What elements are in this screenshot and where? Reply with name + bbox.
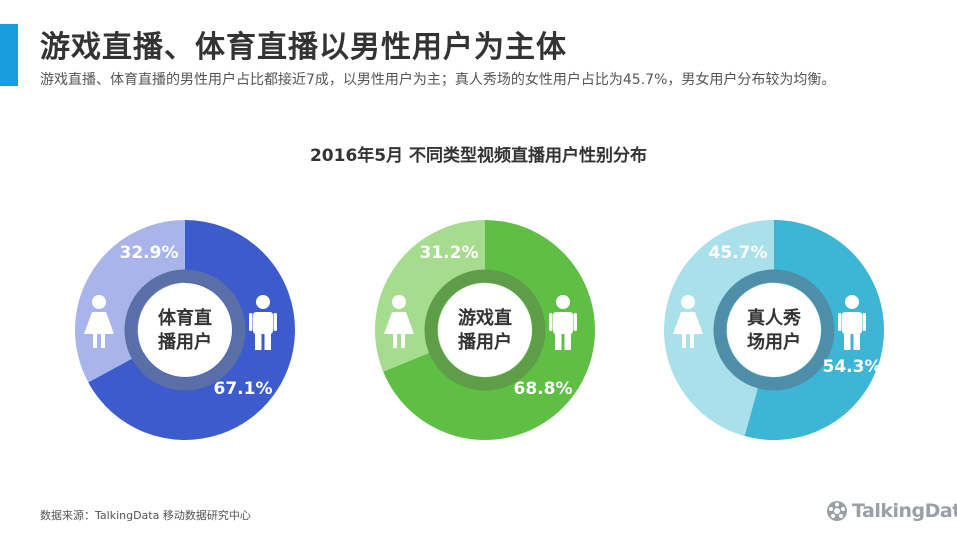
- female-dress: [673, 312, 703, 334]
- donut-center: [438, 283, 532, 377]
- male-leg: [844, 332, 851, 350]
- female-leg: [401, 334, 405, 348]
- male-leg: [555, 332, 562, 350]
- female-head: [392, 295, 406, 309]
- center-label: 真人秀: [747, 307, 801, 329]
- title-accent-bar: [0, 24, 18, 86]
- male-head: [256, 295, 270, 309]
- page-title: 游戏直播、体育直播以男性用户为主体: [40, 30, 567, 65]
- data-label-male: 54.3%: [823, 357, 882, 377]
- male-arm: [573, 313, 577, 331]
- center-label: 游戏直: [458, 307, 512, 329]
- center-label: 体育直: [158, 307, 212, 329]
- male-arm: [862, 313, 866, 331]
- male-head: [845, 295, 859, 309]
- male-body: [842, 312, 862, 334]
- donut-ring: [124, 269, 246, 391]
- logo-text: TalkingData: [852, 500, 957, 522]
- data-label-male: 68.8%: [514, 379, 573, 399]
- female-head: [92, 295, 106, 309]
- male-leg: [853, 332, 860, 350]
- male-arm: [549, 313, 553, 331]
- donut-ring: [713, 269, 835, 391]
- female-dress: [384, 312, 414, 334]
- data-label-female: 32.9%: [120, 243, 179, 263]
- male-body: [553, 312, 573, 334]
- female-leg: [101, 334, 105, 348]
- male-arm: [249, 313, 253, 331]
- center-label: 场用户: [747, 331, 801, 353]
- donut-center: [727, 283, 821, 377]
- donut-ring: [424, 269, 546, 391]
- female-dress: [84, 312, 114, 334]
- data-label-male: 67.1%: [214, 379, 273, 399]
- center-label: 播用户: [158, 331, 212, 353]
- female-leg: [690, 334, 694, 348]
- data-label-female: 45.7%: [709, 243, 768, 263]
- female-leg: [393, 334, 397, 348]
- page-subtitle: 游戏直播、体育直播的男性用户占比都接近7成，以男性用户为主；真人秀场的女性用户占…: [40, 72, 836, 88]
- female-leg: [682, 334, 686, 348]
- talkingdata-logo: TalkingData: [826, 500, 957, 522]
- male-leg: [564, 332, 571, 350]
- female-leg: [93, 334, 97, 348]
- male-leg: [255, 332, 262, 350]
- donut-center: [138, 283, 232, 377]
- data-label-female: 31.2%: [420, 243, 479, 263]
- male-arm: [838, 313, 842, 331]
- logo-icon: [827, 501, 847, 521]
- male-body: [253, 312, 273, 334]
- chart-title: 2016年5月 不同类型视频直播用户性别分布: [309, 146, 648, 166]
- center-label: 播用户: [458, 331, 512, 353]
- female-head: [681, 295, 695, 309]
- male-arm: [273, 313, 277, 331]
- male-head: [556, 295, 570, 309]
- source-note: 数据来源：TalkingData 移动数据研究中心: [40, 509, 251, 522]
- male-leg: [264, 332, 271, 350]
